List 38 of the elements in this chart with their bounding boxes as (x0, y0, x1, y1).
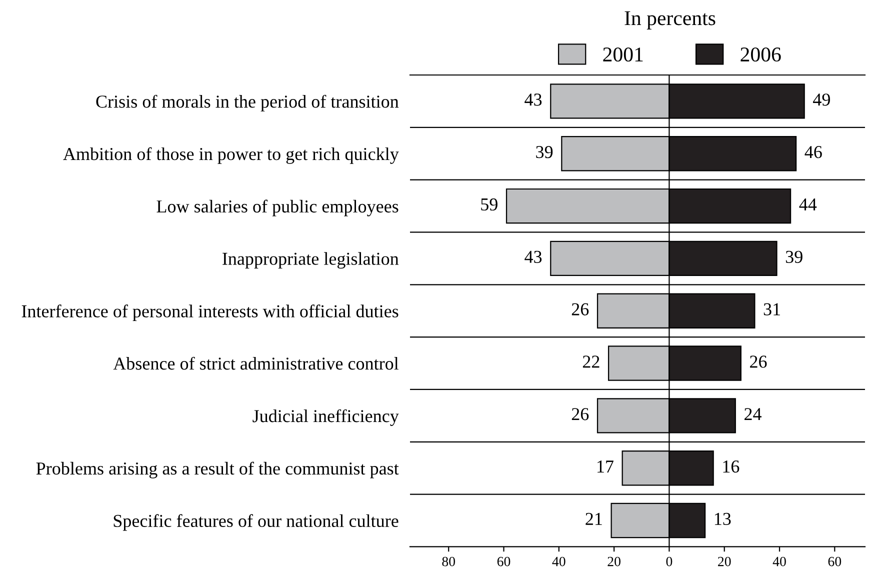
x-tick-label: 40 (552, 556, 566, 566)
x-tick-label: 60 (828, 556, 842, 566)
y-tick-label: Absence of strict administrative control (113, 356, 399, 370)
y-tick-label: Inappropriate legislation (222, 252, 399, 269)
legend-label: 2006 (740, 47, 781, 62)
data-label: 39 (536, 146, 553, 158)
data-label: 31 (764, 303, 780, 316)
data-label: 22 (582, 356, 600, 368)
legend-label: 2001 (603, 47, 643, 62)
data-label: 39 (786, 250, 802, 263)
data-label: 17 (598, 460, 614, 472)
x-tick-label: 40 (772, 556, 786, 566)
x-tick-label: 0 (666, 556, 672, 566)
y-tick-label: Specific features of our national culture (114, 514, 398, 531)
data-label: 46 (804, 146, 822, 158)
data-label: 43 (524, 250, 542, 263)
y-tick-label: Problems arising as a result of the communist past (36, 462, 399, 478)
x-tick-label: 80 (442, 556, 456, 566)
data-label: 49 (813, 94, 830, 106)
y-tick-label: Ambition of those in power to get rich quickly (63, 147, 399, 164)
y-tick-label: Low salaries of public employees (156, 200, 398, 216)
chart-title: In percents (624, 11, 716, 30)
data-label: 24 (744, 408, 762, 420)
y-tick-label: Crisis of morals in the period of transition (96, 94, 399, 112)
data-label: 13 (714, 512, 731, 526)
data-label: 26 (572, 303, 589, 316)
data-label: 59 (481, 198, 498, 211)
data-label: 16 (723, 460, 740, 473)
data-label: 44 (799, 198, 817, 210)
y-tick-label: Judicial inefficiency (252, 409, 399, 426)
x-tick-label: 20 (608, 556, 620, 566)
data-label: 21 (586, 512, 602, 525)
data-label: 26 (572, 408, 589, 420)
x-tick-label: 20 (718, 556, 731, 566)
data-label: 43 (524, 94, 542, 106)
data-label: 26 (750, 356, 767, 368)
y-tick-label: Interference of personal interests with official duties (22, 304, 398, 322)
x-tick-label: 60 (497, 556, 510, 566)
